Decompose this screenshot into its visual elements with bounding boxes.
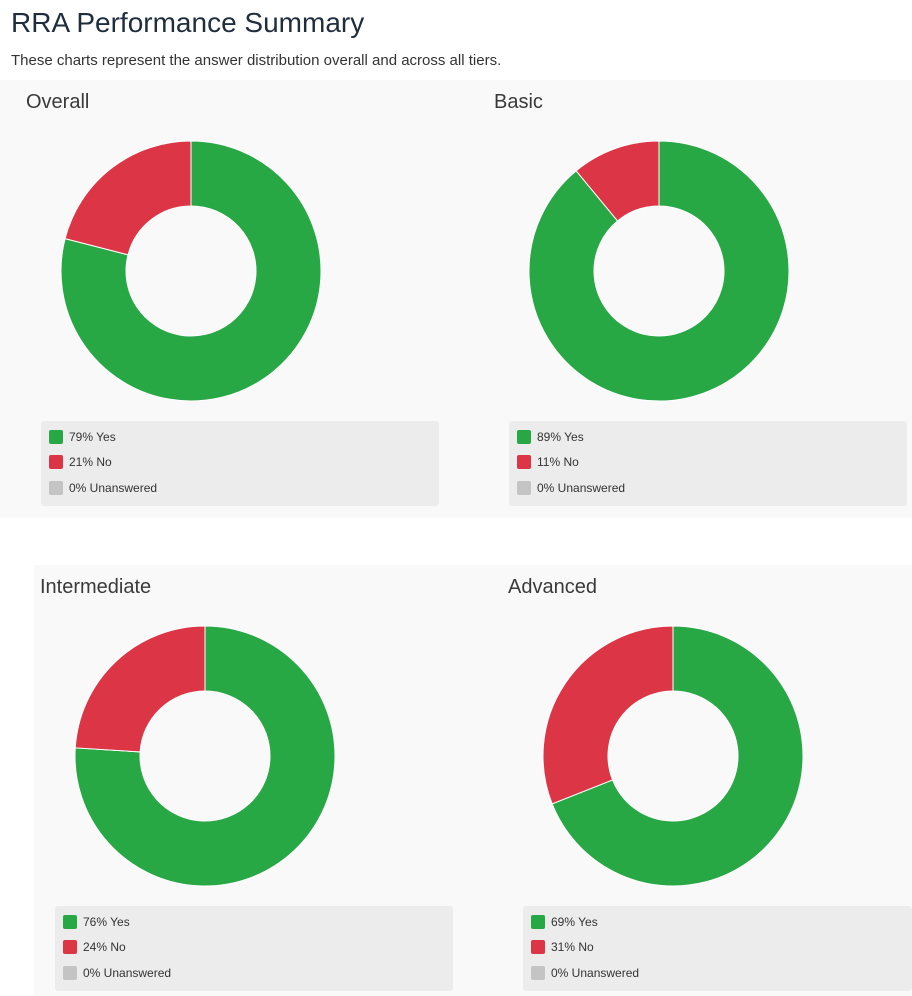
- legend-swatch-no: [531, 940, 545, 954]
- legend-swatch-yes: [517, 430, 531, 444]
- chart-title-intermediate: Intermediate: [40, 576, 152, 598]
- donut-slice-no[interactable]: [74, 625, 206, 753]
- legend-intermediate: 76% Yes 24% No 0% Unanswered: [55, 906, 453, 991]
- chart-row-bottom: Intermediate 76% Yes 24% No 0% Unanswere…: [34, 565, 912, 996]
- legend-label-yes: 89% Yes: [537, 430, 584, 444]
- legend-label-no: 21% No: [69, 455, 112, 469]
- donut-slice-no[interactable]: [542, 625, 674, 805]
- donut-slice-yes[interactable]: [528, 140, 790, 402]
- legend-advanced: 69% Yes 31% No 0% Unanswered: [523, 906, 912, 991]
- legend-swatch-yes: [531, 915, 545, 929]
- legend-swatch-unanswered: [517, 481, 531, 495]
- legend-label-yes: 79% Yes: [69, 430, 116, 444]
- legend-swatch-no: [63, 940, 77, 954]
- legend-swatch-yes: [63, 915, 77, 929]
- page-subtitle: These charts represent the answer distri…: [11, 52, 502, 69]
- donut-slice-yes[interactable]: [60, 140, 322, 402]
- chart-row-top: Overall 79% Yes 21% No 0% Unanswered Bas…: [0, 80, 912, 518]
- legend-label-unanswered: 0% Unanswered: [551, 966, 640, 980]
- page-title: RRA Performance Summary: [11, 7, 365, 38]
- donut-slice-no[interactable]: [64, 140, 192, 256]
- legend-swatch-unanswered: [63, 966, 77, 980]
- legend-swatch-unanswered: [531, 966, 545, 980]
- chart-panel-intermediate: Intermediate 76% Yes 24% No 0% Unanswere…: [34, 565, 502, 996]
- legend-swatch-no: [517, 455, 531, 469]
- chart-title-overall: Overall: [26, 91, 90, 113]
- legend-swatch-yes: [49, 430, 63, 444]
- legend-swatch-no: [49, 455, 63, 469]
- legend-label-unanswered: 0% Unanswered: [83, 966, 172, 980]
- donut-chart-advanced[interactable]: [542, 625, 804, 887]
- legend-label-no: 31% No: [551, 940, 594, 954]
- legend-swatch-unanswered: [49, 481, 63, 495]
- legend-label-yes: 69% Yes: [551, 915, 598, 929]
- donut-chart-overall[interactable]: [60, 140, 322, 402]
- chart-panel-overall: Overall 79% Yes 21% No 0% Unanswered: [0, 80, 468, 518]
- chart-panel-advanced: Advanced 69% Yes 31% No 0% Unanswered: [502, 565, 912, 996]
- donut-slice-no[interactable]: [575, 140, 660, 222]
- chart-panel-basic: Basic 89% Yes 11% No 0% Unanswered: [468, 80, 912, 518]
- legend-label-no: 24% No: [83, 940, 126, 954]
- legend-label-no: 11% No: [537, 455, 579, 469]
- legend-overall: 79% Yes 21% No 0% Unanswered: [41, 421, 439, 506]
- legend-label-unanswered: 0% Unanswered: [537, 481, 626, 495]
- donut-chart-intermediate[interactable]: [74, 625, 336, 887]
- donut-chart-basic[interactable]: [528, 140, 790, 402]
- legend-basic: 89% Yes 11% No 0% Unanswered: [509, 421, 907, 506]
- donut-slice-yes[interactable]: [74, 625, 336, 887]
- donut-slice-yes[interactable]: [551, 625, 804, 887]
- legend-label-unanswered: 0% Unanswered: [69, 481, 158, 495]
- chart-title-advanced: Advanced: [508, 576, 597, 598]
- legend-label-yes: 76% Yes: [83, 915, 130, 929]
- chart-title-basic: Basic: [494, 91, 543, 113]
